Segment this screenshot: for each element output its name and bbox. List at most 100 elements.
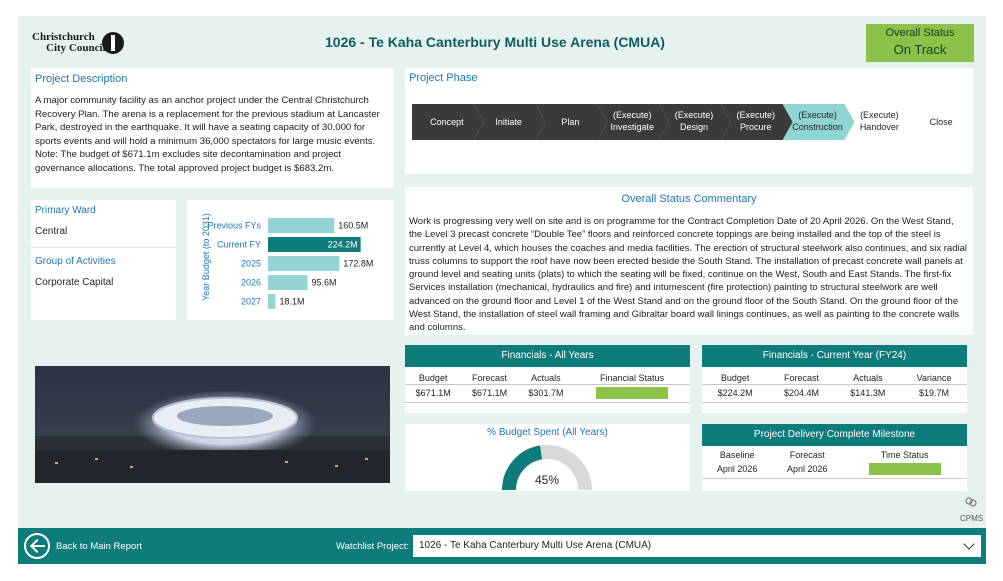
- phase-chevron-bar: Concept Initiate Plan (Execute) Investigate (…: [412, 104, 953, 140]
- phase-step-label: Construction: [792, 122, 843, 132]
- status-commentary-text: Work is progressing very well on site an…: [409, 216, 967, 334]
- phase-step-shape: [720, 104, 793, 140]
- phase-step-label: (Execute): [675, 110, 714, 120]
- budget-bar[interactable]: [268, 294, 276, 309]
- data-label: 18.1M: [279, 297, 304, 307]
- category-label: 2027: [241, 297, 261, 307]
- phase-step-label: (Execute): [737, 110, 776, 120]
- project-description-text: A major community facility as an anchor …: [35, 95, 380, 174]
- budget-value: $224.2M: [702, 383, 769, 403]
- arena-render-image: [35, 366, 390, 483]
- project-description-title: Project Description: [35, 73, 128, 85]
- status-commentary-card: Overall Status Commentary Work is progre…: [405, 187, 973, 335]
- council-logo: Christchurch City Council: [32, 32, 132, 58]
- column-header: Forecast: [789, 450, 825, 460]
- forecast-value: $204.4M: [768, 383, 835, 403]
- project-phase-card: Project Phase Concept Initiate Plan (Execut…: [405, 68, 973, 174]
- budget-spent-gauge: 45%: [502, 445, 592, 490]
- time-status-indicator: [868, 462, 941, 475]
- table-header-row: Baseline Forecast Time Status: [702, 446, 967, 460]
- phase-step-label: Investigate: [610, 122, 654, 132]
- phase-step-label: Close: [930, 117, 953, 127]
- delivery-milestone-table: Baseline Forecast Time Status April 2026…: [702, 446, 967, 479]
- phase-step-label: Procure: [740, 122, 772, 132]
- data-label: 95.6M: [311, 278, 336, 288]
- variance-value: $19.7M: [900, 383, 967, 403]
- page-title: 1026 - Te Kaha Canterbury Multi Use Aren…: [325, 34, 665, 50]
- budget-bar-plot: Previous FYs 160.5M Current FY 224.2M 2025 17…: [207, 218, 373, 309]
- financial-status-indicator: [596, 387, 669, 399]
- financials-all-years-title: Financials - All Years: [405, 345, 690, 367]
- column-header: Actuals: [531, 373, 561, 384]
- chevron-down-icon[interactable]: [963, 538, 975, 550]
- phase-step-label: Design: [680, 122, 708, 132]
- phase-step-shape: [535, 104, 608, 140]
- category-label: Current FY: [217, 240, 261, 250]
- group-of-activities-label: Group of Activities: [35, 256, 116, 267]
- column-header: Forecast: [783, 373, 819, 384]
- column-header: Baseline: [719, 450, 755, 460]
- column-header: Forecast: [472, 373, 508, 384]
- status-commentary-title: Overall Status Commentary: [621, 193, 757, 205]
- footer-bar: Back to Main Report Watchlist Project: 1…: [18, 528, 986, 564]
- data-label: 224.2M: [328, 240, 358, 250]
- column-header: Time Status: [880, 450, 929, 460]
- phase-step-shape: [412, 104, 484, 140]
- watchlist-selected-value: 1026 - Te Kaha Canterbury Multi Use Aren…: [419, 540, 652, 551]
- watchlist-label: Watchlist Project:: [336, 541, 410, 552]
- forecast-value: $671.1M: [461, 383, 518, 403]
- column-header: Budget: [720, 373, 750, 384]
- link-icon[interactable]: [965, 497, 977, 507]
- phase-step-label: (Execute): [613, 110, 652, 120]
- delivery-milestone-card: Project Delivery Complete Milestone Base…: [702, 424, 967, 491]
- phase-step-label: Handover: [860, 122, 899, 132]
- category-label: Previous FYs: [207, 221, 261, 231]
- back-arrow-icon[interactable]: [24, 533, 50, 559]
- watchlist-project-select[interactable]: 1026 - Te Kaha Canterbury Multi Use Aren…: [413, 535, 981, 557]
- cpms-link[interactable]: CPMS: [960, 514, 984, 523]
- phase-step-label: Plan: [561, 117, 579, 127]
- budget-bar[interactable]: [268, 256, 340, 271]
- divider: [31, 247, 176, 248]
- status-value: On Track: [893, 42, 947, 57]
- status-label: Overall Status: [885, 27, 955, 39]
- back-to-main-report-link[interactable]: Back to Main Report: [56, 541, 143, 552]
- baseline-value: April 2026: [702, 460, 773, 479]
- table-row: April 2026 April 2026: [702, 460, 967, 479]
- financials-current-year-card: Financials - Current Year (FY24) Budget …: [702, 345, 967, 413]
- budget-value: $671.1M: [405, 383, 462, 403]
- data-label: 172.8M: [343, 259, 373, 269]
- project-phase-title: Project Phase: [409, 72, 478, 84]
- budget-spent-card: % Budget Spent (All Years) 45%: [405, 424, 690, 491]
- arena-illustration: [35, 366, 390, 483]
- column-header: Budget: [418, 373, 448, 384]
- cathedral-icon: [102, 32, 124, 54]
- delivery-milestone-title: Project Delivery Complete Milestone: [702, 424, 967, 446]
- data-label: 160.5M: [338, 221, 368, 231]
- ward-card: Primary Ward Central Group of Activities…: [31, 200, 176, 320]
- phase-step-label: Concept: [430, 117, 464, 127]
- overall-status-badge: Overall Status On Track: [866, 24, 974, 62]
- category-label: 2025: [241, 259, 261, 269]
- financials-all-years-card: Financials - All Years Budget Forecast A…: [405, 345, 690, 413]
- actuals-value: $141.3M: [834, 383, 901, 403]
- primary-ward-value: Central: [35, 226, 68, 237]
- logo-line1: Christchurch: [32, 31, 95, 43]
- financials-all-years-table: Budget Forecast Actuals Financial Status…: [405, 367, 690, 403]
- budget-bar[interactable]: [268, 275, 308, 290]
- gauge-value: 45%: [535, 473, 559, 487]
- actuals-value: $301.7M: [517, 383, 575, 403]
- budget-bar[interactable]: [268, 237, 361, 252]
- column-header: Actuals: [853, 373, 883, 384]
- phase-step-shape: [597, 104, 670, 140]
- budget-bar[interactable]: [268, 218, 335, 233]
- phase-step-shape: [473, 104, 546, 140]
- table-header-row: Budget Forecast Actuals Variance: [702, 367, 967, 384]
- phase-step-shape: [782, 104, 855, 140]
- category-label: 2026: [241, 278, 261, 288]
- gauge-fill: [502, 445, 543, 490]
- financials-current-year-table: Budget Forecast Actuals Variance $224.2M…: [702, 367, 967, 403]
- project-description-card: Project Description A major community fa…: [31, 68, 394, 188]
- table-header-row: Budget Forecast Actuals Financial Status: [405, 367, 690, 384]
- column-header: Financial Status: [600, 373, 665, 384]
